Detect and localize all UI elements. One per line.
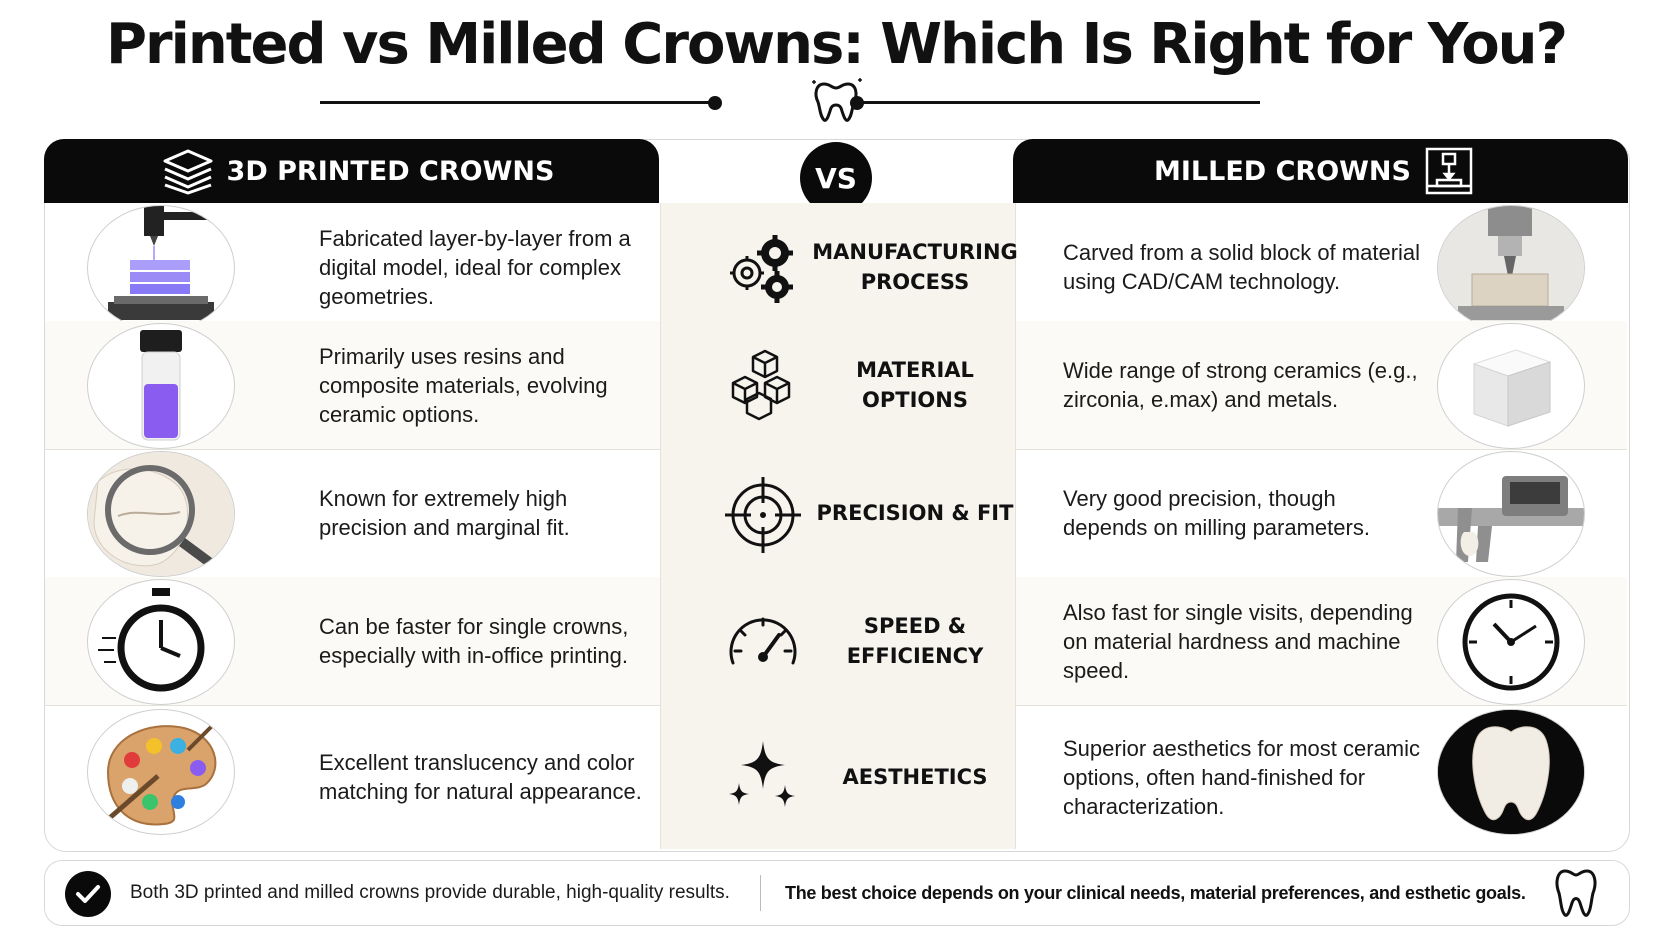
layers-icon bbox=[163, 149, 213, 195]
sparkle-icon bbox=[725, 737, 801, 813]
milled-description: Very good precision, though depends on m… bbox=[1063, 486, 1370, 540]
printed-description: Can be faster for single crowns, especia… bbox=[319, 614, 629, 668]
crown-tooth-image bbox=[1437, 709, 1585, 835]
milling-machine-icon bbox=[1425, 147, 1473, 195]
title-divider-right bbox=[857, 101, 1260, 104]
milled-description: Superior aesthetics for most ceramic opt… bbox=[1063, 735, 1421, 819]
vs-badge: VS bbox=[800, 142, 872, 214]
clock-image bbox=[1437, 579, 1585, 705]
cubes-icon bbox=[725, 349, 801, 425]
category-label: AESTHETICS bbox=[842, 765, 988, 789]
printed-header-label: 3D PRINTED CROWNS bbox=[226, 155, 555, 187]
milled-description: Wide range of strong ceramics (e.g., zir… bbox=[1063, 358, 1418, 412]
milled-description: Also fast for single visits, depending o… bbox=[1063, 599, 1413, 683]
ceramic-block-image bbox=[1437, 323, 1585, 449]
category-cell bbox=[660, 705, 1016, 849]
comparison-row-aesthetics: Excellent translucency and color matchin… bbox=[45, 705, 1627, 849]
category-label: MANUFACTURING PROCESS bbox=[812, 240, 1018, 294]
tooth-outline-icon bbox=[1553, 867, 1599, 924]
category-label: SPEED & EFFICIENCY bbox=[846, 614, 984, 668]
milled-header: MILLED CROWNS bbox=[1013, 139, 1628, 203]
milled-description: Carved from a solid block of material us… bbox=[1063, 240, 1421, 294]
resin-vial-image bbox=[87, 323, 235, 449]
target-icon bbox=[725, 477, 801, 553]
summary-right-text: The best choice depends on your clinical… bbox=[785, 882, 1526, 903]
caliper-image bbox=[1437, 451, 1585, 577]
comparison-row-material: Primarily uses resins and composite mate… bbox=[45, 321, 1627, 450]
comparison-row-precision: Known for extremely high precision and m… bbox=[45, 449, 1627, 578]
stopwatch-image bbox=[87, 579, 235, 705]
divider-dot-left bbox=[708, 96, 722, 110]
3d-printer-image bbox=[87, 205, 235, 331]
category-cell bbox=[660, 577, 1016, 705]
printed-description: Known for extremely high precision and m… bbox=[319, 486, 570, 540]
paint-palette-image bbox=[87, 709, 235, 835]
summary-bar: Both 3D printed and milled crowns provid… bbox=[44, 860, 1630, 926]
milled-header-label: MILLED CROWNS bbox=[1154, 155, 1411, 187]
summary-left-text: Both 3D printed and milled crowns provid… bbox=[130, 882, 730, 903]
summary-separator bbox=[760, 875, 761, 911]
printed-description: Excellent translucency and color matchin… bbox=[319, 750, 642, 804]
page-title: Printed vs Milled Crowns: Which Is Right… bbox=[105, 12, 1568, 77]
tooth-icon bbox=[806, 74, 866, 129]
milling-machine-image bbox=[1437, 205, 1585, 331]
category-label: MATERIAL OPTIONS bbox=[856, 358, 974, 412]
gears-icon bbox=[725, 231, 801, 307]
category-cell bbox=[660, 449, 1016, 577]
comparison-row-speed: Can be faster for single crowns, especia… bbox=[45, 577, 1627, 706]
category-cell bbox=[660, 321, 1016, 449]
printed-description: Fabricated layer-by-layer from a digital… bbox=[319, 225, 631, 309]
title-divider-left bbox=[320, 101, 715, 104]
checkmark-icon bbox=[65, 871, 111, 917]
comparison-row-manufacturing: Fabricated layer-by-layer from a digital… bbox=[45, 203, 1627, 332]
category-label: PRECISION & FIT bbox=[816, 501, 1014, 525]
printed-header: 3D PRINTED CROWNS bbox=[44, 139, 659, 203]
magnifier-tooth-image bbox=[87, 451, 235, 577]
speedometer-icon bbox=[725, 605, 801, 681]
category-cell bbox=[660, 203, 1016, 331]
printed-description: Primarily uses resins and composite mate… bbox=[319, 343, 608, 427]
